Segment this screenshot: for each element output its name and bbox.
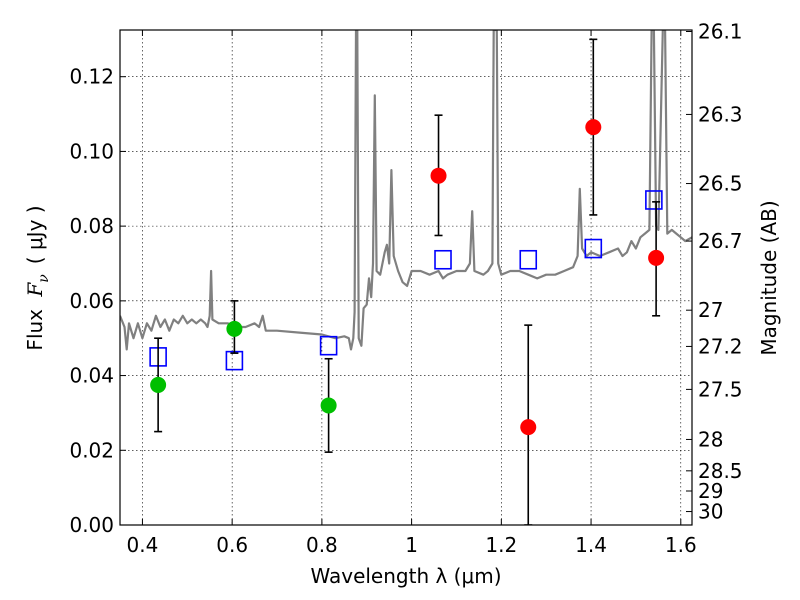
y-tick-label: 0.10 bbox=[69, 139, 114, 163]
axis-ticks: 0.4 0.6 0.8 1 1.2 1.4 1.6 0.00 0.02 0.04 0.06 0.08 0… bbox=[69, 19, 742, 557]
observed-flux-point bbox=[520, 419, 537, 436]
observed-flux-point bbox=[430, 167, 447, 184]
y-tick-label: 0.00 bbox=[69, 513, 114, 537]
observed-flux-point bbox=[585, 119, 602, 136]
y2-tick-label: 26.3 bbox=[698, 102, 743, 126]
y2-tick-label: 26.1 bbox=[698, 19, 743, 43]
model-photometry-square bbox=[584, 238, 603, 259]
y-axis-label-symbol: F bbox=[23, 282, 47, 298]
observed-flux-point bbox=[226, 320, 243, 337]
plot-area bbox=[120, 30, 692, 525]
model-photometry-square bbox=[434, 249, 452, 270]
y2-tick-label: 27.2 bbox=[698, 334, 743, 358]
x-axis-label: Wavelength λ (μm) bbox=[310, 564, 501, 588]
y-tick-label: 0.06 bbox=[69, 289, 114, 313]
y-tick-label: 0.04 bbox=[69, 364, 114, 388]
y2-tick-label: 27 bbox=[698, 298, 723, 322]
model-photometry-square bbox=[519, 249, 538, 270]
y2-tick-label: 27.5 bbox=[698, 377, 743, 401]
y2-tick-label: 30 bbox=[698, 500, 723, 524]
y-axis-label-subscript: ν bbox=[36, 274, 52, 283]
model-photometry-square bbox=[319, 335, 338, 356]
model-photometry-square bbox=[645, 190, 663, 210]
x-tick-label: 0.8 bbox=[306, 533, 338, 557]
x-tick-label: 0.6 bbox=[216, 533, 248, 557]
y2-tick-label: 26.7 bbox=[698, 229, 743, 253]
y-tick-label: 0.12 bbox=[69, 65, 114, 89]
x-tick-label: 1 bbox=[405, 533, 418, 557]
y2-tick-label: 29 bbox=[698, 479, 723, 503]
y2-tick-label: 28 bbox=[698, 427, 723, 451]
y-tick-label: 0.02 bbox=[69, 438, 114, 462]
y2-tick-label: 28.5 bbox=[698, 459, 743, 483]
y2-tick-label: 26.5 bbox=[698, 172, 743, 196]
observed-flux-point bbox=[648, 249, 665, 266]
plot-frame bbox=[119, 29, 693, 526]
y-axis-label: Flux Fν ( μJy ) bbox=[23, 205, 52, 350]
observed-flux-point bbox=[320, 397, 337, 414]
x-tick-label: 1.4 bbox=[575, 533, 607, 557]
y-axis-label-prefix: Flux bbox=[23, 303, 47, 351]
x-tick-label: 0.4 bbox=[127, 533, 159, 557]
data-marks bbox=[149, 38, 665, 525]
x-tick-label: 1.2 bbox=[485, 533, 517, 557]
y2-axis-label: Magnitude (AB) bbox=[757, 200, 781, 355]
observed-flux-point bbox=[150, 376, 167, 393]
y-tick-label: 0.08 bbox=[69, 214, 114, 238]
spectrum-line bbox=[120, 30, 692, 351]
x-tick-label: 1.6 bbox=[665, 533, 697, 557]
y-axis-label-unit: ( μJy ) bbox=[23, 205, 47, 264]
